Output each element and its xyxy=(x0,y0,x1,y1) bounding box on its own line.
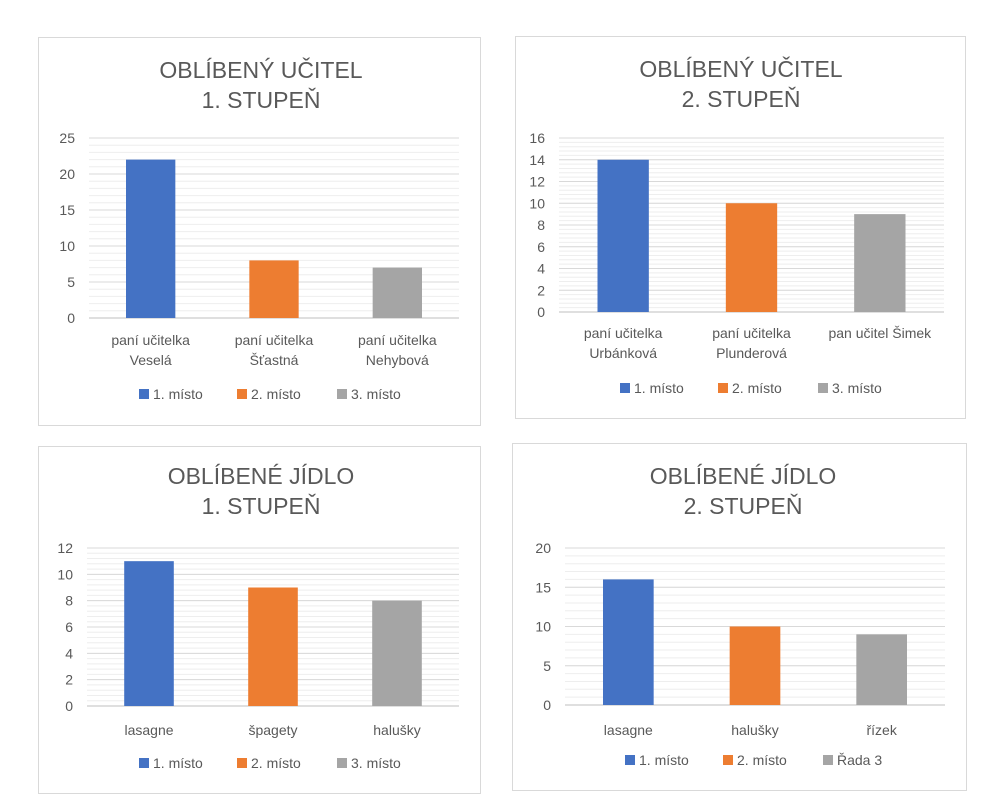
y-tick-label: 10 xyxy=(535,619,551,635)
category-label: Šťastná xyxy=(250,352,299,368)
y-tick-label: 20 xyxy=(59,166,75,182)
y-tick-label: 15 xyxy=(59,202,75,218)
y-tick-label: 0 xyxy=(67,310,75,326)
y-tick-label: 8 xyxy=(537,217,545,233)
category-label: paní učitelka xyxy=(712,325,791,341)
bar-3 xyxy=(854,214,906,312)
y-tick-label: 10 xyxy=(59,238,75,254)
category-label: halušky xyxy=(373,722,420,738)
legend-swatch xyxy=(337,758,347,768)
legend-label: 3. místo xyxy=(351,755,401,771)
category-label: Veselá xyxy=(130,352,172,368)
y-tick-label: 14 xyxy=(529,152,545,168)
bar-2 xyxy=(725,203,778,312)
legend-label: 2. místo xyxy=(737,752,787,768)
category-label: lasagne xyxy=(604,722,653,738)
category-label: paní učitelka xyxy=(584,325,663,341)
chart-title-line-1: OBLÍBENÝ UČITEL xyxy=(639,55,842,82)
y-tick-label: 2 xyxy=(537,282,545,298)
chart-panel-food-grade2: OBLÍBENÉ JÍDLO 2. STUPEŇ 0 5 10 15 20 lasagne ha… xyxy=(512,443,967,791)
legend-label: Řada 3 xyxy=(837,752,882,768)
bar-1 xyxy=(124,561,174,706)
chart-panel-teacher-grade2: OBLÍBENÝ UČITEL 2. STUPEŇ 0 2 4 6 8 10 12 14 16 pan… xyxy=(515,36,966,419)
category-label: řízek xyxy=(866,722,897,738)
chart-title-line-2: 1. STUPEŇ xyxy=(202,493,321,519)
legend-label: 1. místo xyxy=(634,380,684,396)
category-label: Nehybová xyxy=(366,352,429,368)
y-tick-label: 6 xyxy=(537,239,545,255)
chart-food-grade1: OBLÍBENÉ JÍDLO 1. STUPEŇ 0 2 4 6 8 10 12 lasagne š… xyxy=(57,463,459,771)
chart-panel-teacher-grade1: OBLÍBENÝ UČITEL 1. STUPEŇ 0 5 10 15 20 25 paní u… xyxy=(38,37,481,426)
legend-swatch xyxy=(139,758,149,768)
y-tick-label: 5 xyxy=(67,274,75,290)
category-label: paní učitelka xyxy=(235,332,314,348)
legend-swatch xyxy=(818,383,828,393)
y-tick-label: 2 xyxy=(65,672,73,688)
legend-label: 2. místo xyxy=(732,380,782,396)
bar-3 xyxy=(856,634,907,705)
category-label: pan učitel Šimek xyxy=(828,325,932,341)
legend-label: 2. místo xyxy=(251,386,301,402)
y-tick-label: 8 xyxy=(65,593,73,609)
bar-3 xyxy=(372,600,422,706)
category-label: Urbánková xyxy=(589,345,657,361)
y-tick-label: 10 xyxy=(529,195,545,211)
y-tick-label: 10 xyxy=(57,566,73,582)
chart-panel-food-grade1: OBLÍBENÉ JÍDLO 1. STUPEŇ 0 2 4 6 8 10 12 lasagne š… xyxy=(38,446,481,794)
legend-label: 3. místo xyxy=(832,380,882,396)
legend-swatch xyxy=(337,389,347,399)
legend-swatch xyxy=(237,758,247,768)
legend-swatch xyxy=(139,389,149,399)
y-tick-label: 0 xyxy=(543,697,551,713)
chart-title-line-1: OBLÍBENÉ JÍDLO xyxy=(168,463,355,489)
chart-title-line-1: OBLÍBENÝ UČITEL xyxy=(159,56,362,83)
y-tick-label: 16 xyxy=(529,130,545,146)
category-label: špagety xyxy=(248,722,297,738)
chart-title-line-2: 2. STUPEŇ xyxy=(684,493,803,519)
y-tick-label: 0 xyxy=(537,304,545,320)
chart-teacher-grade1: OBLÍBENÝ UČITEL 1. STUPEŇ 0 5 10 15 20 25 paní u… xyxy=(59,56,459,402)
category-label: Plunderová xyxy=(716,345,787,361)
category-label: halušky xyxy=(731,722,778,738)
bar-1 xyxy=(126,159,176,318)
bar-1 xyxy=(597,159,649,312)
legend-swatch xyxy=(718,383,728,393)
bar-2 xyxy=(729,626,781,705)
y-tick-label: 6 xyxy=(65,619,73,635)
chart-teacher-grade2: OBLÍBENÝ UČITEL 2. STUPEŇ 0 2 4 6 8 10 12 14 16 pan… xyxy=(529,55,944,396)
category-label: paní učitelka xyxy=(111,332,190,348)
legend-swatch xyxy=(823,755,833,765)
chart-food-grade2: OBLÍBENÉ JÍDLO 2. STUPEŇ 0 5 10 15 20 lasagne ha… xyxy=(535,463,945,768)
legend-swatch xyxy=(625,755,635,765)
chart-title-line-2: 2. STUPEŇ xyxy=(682,86,801,112)
legend-label: 1. místo xyxy=(153,755,203,771)
y-tick-label: 12 xyxy=(57,540,73,556)
bar-1 xyxy=(603,579,654,705)
y-tick-label: 20 xyxy=(535,540,551,556)
chart-title-line-1: OBLÍBENÉ JÍDLO xyxy=(650,463,837,489)
y-tick-label: 12 xyxy=(529,174,545,190)
legend-label: 3. místo xyxy=(351,386,401,402)
y-tick-label: 15 xyxy=(535,579,551,595)
legend-label: 1. místo xyxy=(153,386,203,402)
bar-3 xyxy=(372,267,422,318)
chart-title-line-2: 1. STUPEŇ xyxy=(202,87,321,113)
y-tick-label: 5 xyxy=(543,658,551,674)
legend-swatch xyxy=(237,389,247,399)
legend-label: 2. místo xyxy=(251,755,301,771)
legend-label: 1. místo xyxy=(639,752,689,768)
y-tick-label: 25 xyxy=(59,130,75,146)
legend-swatch xyxy=(723,755,733,765)
bar-2 xyxy=(248,587,298,706)
category-label: paní učitelka xyxy=(358,332,437,348)
y-tick-label: 4 xyxy=(65,645,73,661)
y-tick-label: 0 xyxy=(65,698,73,714)
bar-2 xyxy=(249,260,299,318)
legend-swatch xyxy=(620,383,630,393)
category-label: lasagne xyxy=(124,722,173,738)
y-tick-label: 4 xyxy=(537,261,545,277)
